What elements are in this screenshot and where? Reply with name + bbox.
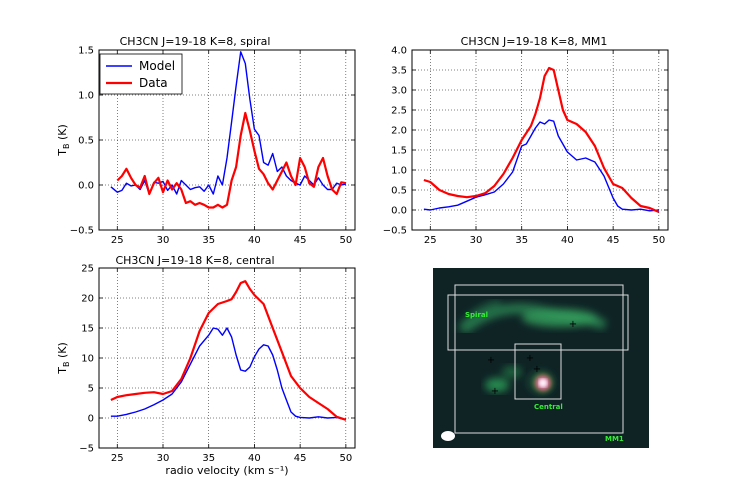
x-tick-label: 25 bbox=[111, 453, 124, 464]
y-tick-label: 0.5 bbox=[78, 136, 94, 147]
x-tick-label: 45 bbox=[607, 235, 620, 246]
legend-model-label: Model bbox=[139, 59, 175, 73]
map-noise bbox=[433, 268, 649, 448]
panel-title: CH3CN J=19-18 K=8, spiral bbox=[120, 35, 271, 48]
tick-group: 25 30 35 40 45 50 −5 0 5 10 15 20 25 bbox=[79, 264, 355, 464]
x-tick-label: 50 bbox=[339, 453, 352, 464]
y-tick-label: 20 bbox=[81, 294, 94, 305]
legend: Model Data bbox=[99, 53, 183, 95]
y-tick-label: 4.0 bbox=[391, 46, 407, 57]
x-tick-label: 30 bbox=[470, 235, 483, 246]
y-tick-label: 10 bbox=[81, 354, 94, 365]
series-line-data bbox=[110, 280, 347, 421]
y-tick-label: −0.5 bbox=[383, 226, 407, 237]
plot-background bbox=[412, 50, 668, 230]
spiral-region-box bbox=[447, 294, 629, 351]
y-tick-label: 2.0 bbox=[391, 126, 407, 137]
spectrum-panel-spiral: CH3CN J=19-18 K=8, spiral 25 30 35 40 45 50 −0… bbox=[56, 35, 356, 246]
central-emission bbox=[521, 364, 561, 400]
y-tick-label: 1.0 bbox=[391, 166, 407, 177]
y-tick-label: 0 bbox=[88, 414, 94, 425]
x-tick-label: 25 bbox=[111, 235, 124, 246]
x-tick-label: 45 bbox=[294, 235, 307, 246]
y-tick-label: 3.0 bbox=[391, 86, 407, 97]
x-tick-label: 35 bbox=[515, 235, 528, 246]
source-marker: + bbox=[487, 355, 495, 366]
legend-data-label: Data bbox=[139, 76, 168, 90]
spiral-emission bbox=[457, 299, 607, 334]
y-tick-label: 1.5 bbox=[78, 46, 94, 57]
spectrum-panel-central: CH3CN J=19-18 K=8, central 25 30 35 40 45 50−… bbox=[56, 254, 356, 477]
mm1-region-label: MM1 bbox=[605, 435, 624, 443]
central-region-box bbox=[514, 343, 562, 400]
y-tick-label: 0.0 bbox=[391, 206, 407, 217]
panel-title: CH3CN J=19-18 K=8, MM1 bbox=[461, 35, 608, 48]
y-axis-label: TB (K) bbox=[56, 124, 71, 157]
x-tick-label: 50 bbox=[652, 235, 665, 246]
x-tick-label: 35 bbox=[202, 453, 215, 464]
y-tick-label: 0.0 bbox=[78, 181, 94, 192]
x-axis-label: radio velocity (km s⁻¹) bbox=[165, 464, 288, 477]
source-marker: + bbox=[569, 319, 577, 330]
y-tick-label: 5 bbox=[88, 384, 94, 395]
source-marker: + bbox=[526, 353, 534, 364]
source-marker: + bbox=[491, 386, 499, 397]
x-tick-label: 30 bbox=[157, 235, 170, 246]
legend-box bbox=[99, 53, 183, 95]
x-tick-label: 40 bbox=[248, 453, 261, 464]
x-tick-label: 40 bbox=[561, 235, 574, 246]
y-tick-label: 0.5 bbox=[391, 186, 407, 197]
plot-frame bbox=[411, 49, 669, 231]
left-emission bbox=[485, 366, 522, 392]
y-tick-label: 15 bbox=[81, 324, 94, 335]
y-tick-label: 3.5 bbox=[391, 66, 407, 77]
x-tick-label: 30 bbox=[157, 453, 170, 464]
series-line-model bbox=[423, 119, 659, 212]
tick-group: 25 30 35 40 45 50 −0.5 0.0 0.5 1.0 1.5 bbox=[70, 46, 355, 246]
y-tick-label: −5 bbox=[79, 444, 94, 455]
source-markers: + + + + + bbox=[487, 319, 577, 397]
series-line-model bbox=[110, 327, 347, 421]
tick-group: 25 30 35 40 45 50 −0.5 0.0 0.5 1.0 1.5 2.0 2.5 3.0 3.5… bbox=[383, 46, 668, 246]
series-group bbox=[110, 280, 347, 421]
source-marker: + bbox=[533, 364, 541, 375]
x-tick-label: 45 bbox=[294, 453, 307, 464]
series-group bbox=[110, 51, 347, 209]
x-tick-label: 35 bbox=[202, 235, 215, 246]
plot-background bbox=[99, 268, 355, 448]
y-tick-label: 25 bbox=[81, 264, 94, 275]
beam-ellipse bbox=[441, 431, 455, 441]
y-tick-label: 1.0 bbox=[78, 91, 94, 102]
y-tick-label: 2.5 bbox=[391, 106, 407, 117]
series-line-data bbox=[116, 111, 347, 209]
x-tick-label: 50 bbox=[339, 235, 352, 246]
spiral-region-label: Spiral bbox=[465, 311, 488, 319]
series-line-data bbox=[423, 66, 660, 214]
x-tick-label: 40 bbox=[248, 235, 261, 246]
y-tick-label: −0.5 bbox=[70, 226, 94, 237]
emission-map: Spiral Central MM1 + + + + + bbox=[433, 268, 649, 448]
spectrum-panel-mm1: CH3CN J=19-18 K=8, MM1 25 30 35 40 45 50 −0.5 0… bbox=[383, 35, 669, 246]
y-tick-label: 1.5 bbox=[391, 146, 407, 157]
panel-title: CH3CN J=19-18 K=8, central bbox=[115, 254, 274, 267]
x-tick-label: 25 bbox=[424, 235, 437, 246]
y-axis-label: TB (K) bbox=[56, 342, 71, 375]
mm1-region-box bbox=[454, 284, 624, 434]
central-region-label: Central bbox=[534, 403, 563, 411]
series-group bbox=[423, 66, 660, 214]
